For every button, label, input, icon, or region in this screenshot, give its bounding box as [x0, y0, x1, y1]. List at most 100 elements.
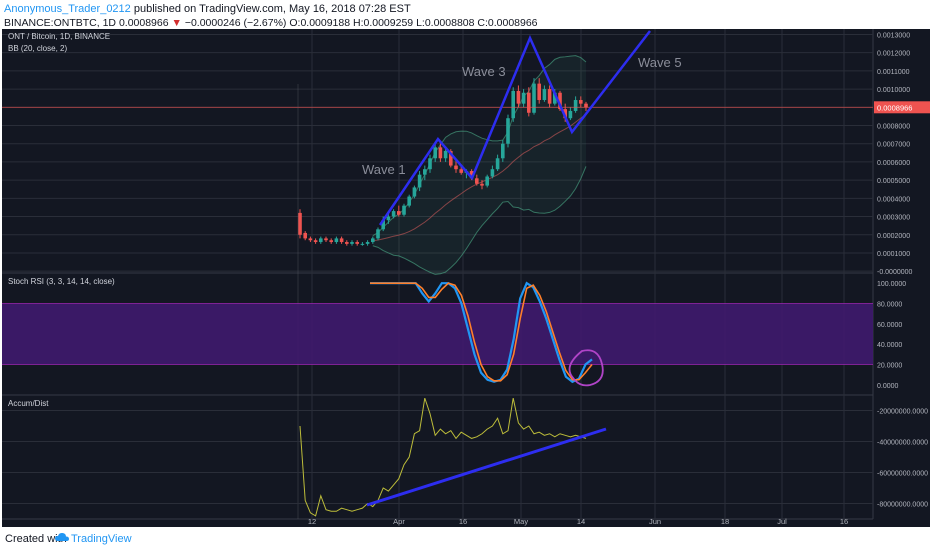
candle-body	[449, 151, 453, 166]
y-tick-label: 0.0011000	[877, 69, 910, 76]
open-value: 0.0009188	[300, 17, 351, 29]
candle-body	[345, 242, 349, 244]
candle-body	[469, 171, 474, 179]
stoch-y-tick-label: 80.0000	[877, 302, 902, 309]
candle-body	[579, 100, 583, 104]
wave-annotation-line	[378, 30, 651, 226]
wave-3-label: Wave 3	[462, 64, 506, 79]
y-tick-label: 0.0007000	[877, 142, 910, 149]
y-tick-label: 0.0008000	[877, 124, 910, 131]
username-link[interactable]: Anonymous_Trader_0212	[4, 3, 131, 15]
candle-body	[360, 243, 365, 245]
tradingview-brand-link[interactable]: TradingView	[71, 533, 132, 545]
price-pane-title: ONT / Bitcoin, 1D, BINANCE	[8, 32, 110, 41]
x-tick-label: Apr	[393, 517, 405, 526]
wave-1-label: Wave 1	[362, 162, 406, 177]
ohlc-line: BINANCE:ONTBTC, 1D 0.0008966 ▼ −0.000024…	[4, 17, 538, 29]
publish-header: Anonymous_Trader_0212 published on Tradi…	[0, 0, 932, 29]
low-value: 0.0008808	[424, 17, 475, 29]
stoch-highlight-circle	[568, 349, 604, 387]
candle-body	[350, 242, 354, 244]
candle-body	[412, 187, 417, 197]
created-with-text: Created with	[5, 533, 67, 545]
candle-body	[532, 83, 536, 113]
bb-indicator-label: BB (20, close, 2)	[8, 44, 67, 53]
x-tick-label: 14	[577, 517, 585, 526]
candle-body	[553, 92, 557, 104]
candle-body	[376, 229, 380, 239]
candle-body	[319, 238, 323, 243]
candle-body	[459, 169, 463, 173]
candle-body	[313, 240, 318, 243]
accum-dist-line	[299, 397, 587, 517]
low-label: L:	[416, 17, 425, 29]
change-value: −0.0000246 (−2.67%)	[184, 17, 287, 29]
candle-body	[547, 89, 552, 104]
open-label: O:	[289, 17, 301, 29]
candle-body	[417, 174, 422, 188]
stoch-y-tick-label: 60.0000	[877, 322, 902, 329]
close-label: C:	[477, 17, 488, 29]
wave-5-label: Wave 5	[638, 55, 682, 70]
accum-pane-title: Accum/Dist	[8, 399, 49, 408]
candle-body	[438, 147, 443, 159]
candle-body	[371, 238, 375, 243]
candle-body	[298, 212, 302, 235]
y-tick-label: 0.0013000	[877, 32, 910, 39]
candle-body	[573, 100, 578, 111]
x-tick-label: 12	[308, 517, 316, 526]
accum-y-tick-label: -60000000.0000	[877, 471, 928, 478]
candle-body	[329, 240, 333, 243]
candle-body	[490, 169, 495, 177]
y-tick-label: 0.0003000	[877, 215, 910, 222]
x-tick-label: 18	[721, 517, 729, 526]
stoch-y-tick-label: 40.0000	[877, 342, 902, 349]
candle-body	[381, 220, 385, 230]
trading-chart[interactable]: 12 Apr 16 May 14 Jun 18 Jul 16 -0.0000000 0.000100…	[2, 29, 930, 527]
candle-body	[365, 242, 370, 244]
last-price-value: 0.0008966	[118, 17, 169, 29]
stoch-pane-title: Stoch RSI (3, 3, 14, 14, close)	[8, 277, 115, 286]
last-price-badge	[874, 101, 930, 114]
x-tick-label: 16	[459, 517, 467, 526]
close-value: 0.0008966	[487, 17, 538, 29]
candle-body	[433, 147, 437, 159]
symbol-label: BINANCE:ONTBTC, 1D	[4, 17, 117, 29]
candle-body	[527, 92, 531, 113]
accum-y-tick-label: -80000000.0000	[877, 502, 928, 509]
candle-body	[454, 165, 458, 170]
chart-frame[interactable]: 12 Apr 16 May 14 Jun 18 Jul 16 -0.0000000 0.000100…	[2, 29, 930, 527]
candle-body	[584, 103, 588, 108]
candle-body	[355, 242, 359, 244]
high-label: H:	[353, 17, 364, 29]
candle-body	[443, 151, 448, 159]
candle-body	[542, 89, 547, 101]
stoch-y-tick-label: 100.0000	[877, 281, 906, 288]
publish-line: Anonymous_Trader_0212 published on Tradi…	[4, 3, 411, 15]
candle-body	[558, 92, 562, 110]
candle-body	[428, 158, 432, 170]
stoch-d-line	[370, 282, 593, 382]
candle-body	[568, 110, 573, 119]
accum-trend-line	[366, 427, 607, 507]
x-tick-label: May	[514, 517, 528, 526]
y-tick-label: 0.0001000	[877, 251, 910, 258]
candle-body	[480, 183, 484, 186]
candle-body	[397, 211, 401, 215]
candle-body	[402, 205, 406, 215]
candle-body	[339, 238, 344, 243]
x-tick-label: 16	[840, 517, 848, 526]
candle-body	[521, 92, 526, 104]
candle-body	[563, 109, 567, 119]
high-value: 0.0009259	[363, 17, 414, 29]
bb-basis-line	[372, 113, 587, 242]
candle-body	[485, 176, 489, 186]
candle-body	[308, 238, 313, 241]
y-tick-label: 0.0006000	[877, 160, 910, 167]
candle-body	[501, 143, 505, 159]
candle-body	[407, 196, 411, 206]
down-arrow-icon: ▼	[171, 17, 182, 29]
candle-body	[516, 90, 521, 104]
candle-body	[506, 118, 510, 144]
candle-body	[303, 232, 307, 239]
